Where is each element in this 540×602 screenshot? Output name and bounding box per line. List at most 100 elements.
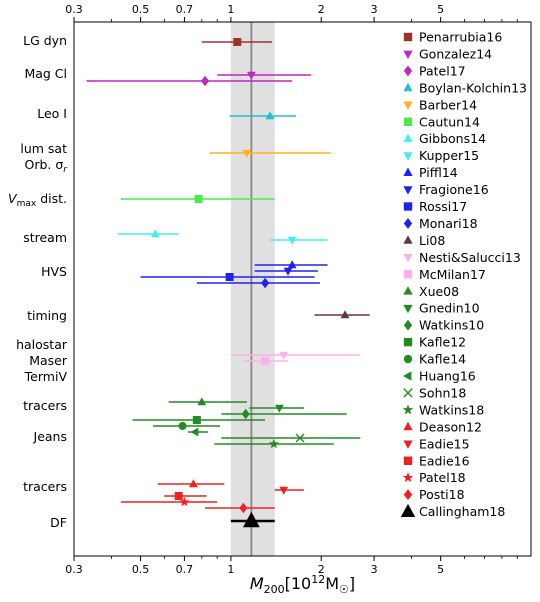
legend-marker-nesti-salucci13 xyxy=(403,253,413,263)
legend-entry-li08: Li08 xyxy=(403,233,445,248)
point-barber14 xyxy=(242,149,252,158)
row-label-timing: timing xyxy=(27,308,67,323)
legend-label-eadie16: Eadie16 xyxy=(419,453,470,468)
row-label-leo-i: Leo I xyxy=(37,106,67,121)
legend-marker-barber14 xyxy=(403,101,413,110)
point-kupper15 xyxy=(287,236,297,245)
legend-marker-deason12 xyxy=(403,421,413,431)
series-penarrubia16 xyxy=(201,38,272,46)
legend-entry-kafle12: Kafle12 xyxy=(403,335,466,350)
legend-entry-gnedin10: Gnedin10 xyxy=(403,301,480,316)
series-posti18 xyxy=(205,502,275,514)
point-piffl14 xyxy=(287,260,297,269)
x-tick-label-bottom: 3 xyxy=(371,563,378,576)
legend-marker-boylan-kolchin13 xyxy=(403,82,413,92)
series-fragione16 xyxy=(254,267,318,276)
legend-entry-barber14: Barber14 xyxy=(403,97,477,112)
legend-label-gonzalez14: Gonzalez14 xyxy=(419,46,492,61)
legend-label-piffl14: Piffl14 xyxy=(419,165,458,180)
legend-marker-callingham18 xyxy=(400,503,416,517)
legend-label-kupper15: Kupper15 xyxy=(419,148,479,163)
point-mcmilan17 xyxy=(261,357,270,365)
legend-marker-watkins18 xyxy=(402,404,414,415)
point-rossi17 xyxy=(225,273,234,281)
row-label-mag-cl: Mag Cl xyxy=(24,66,67,81)
legend-marker-cautun14 xyxy=(403,117,413,126)
legend-entry-sohn18: Sohn18 xyxy=(403,385,466,400)
x-tick-label-top: 3 xyxy=(371,3,378,16)
row-label-halostar: halostar xyxy=(16,337,68,352)
point-patel18 xyxy=(179,496,190,507)
point-eadie15 xyxy=(279,486,289,495)
series-piffl14 xyxy=(254,260,328,269)
legend-entry-huang16: Huang16 xyxy=(402,369,476,384)
point-huang16 xyxy=(190,427,199,437)
series-deason12 xyxy=(157,479,225,488)
point-monari18 xyxy=(261,277,270,289)
legend-marker-patel17 xyxy=(403,65,413,77)
series-watkins18 xyxy=(214,438,334,449)
legend-entry-kupper15: Kupper15 xyxy=(403,148,479,163)
legend-label-gnedin10: Gnedin10 xyxy=(419,301,480,316)
legend-label-callingham18: Callingham18 xyxy=(419,504,505,519)
row-label-jeans: Jeans xyxy=(33,429,67,444)
legend-label-penarrubia16: Penarrubia16 xyxy=(419,30,502,45)
legend-entry-posti18: Posti18 xyxy=(403,487,465,502)
x-tick-label-bottom: 0.5 xyxy=(132,563,150,576)
x-tick-label-top: 1 xyxy=(227,3,234,16)
legend-marker-patel18 xyxy=(402,472,414,483)
legend-label-xue08: Xue08 xyxy=(419,284,459,299)
point-nesti-salucci13 xyxy=(279,351,289,360)
legend-marker-eadie16 xyxy=(403,456,413,465)
legend-marker-gnedin10 xyxy=(403,304,413,314)
point-posti18 xyxy=(239,502,248,514)
legend-marker-kafle14 xyxy=(403,354,413,364)
series-mcmilan17 xyxy=(243,357,289,365)
series-gonzalez14 xyxy=(217,71,312,80)
legend-marker-kafle12 xyxy=(403,337,413,347)
point-boylan-kolchin13 xyxy=(265,111,275,120)
series-cautun14 xyxy=(120,195,275,203)
x-tick-label-top: 0.3 xyxy=(65,3,83,16)
point-gnedin10 xyxy=(274,404,284,413)
row-label-termiv: TermiV xyxy=(24,369,68,384)
legend-entry-xue08: Xue08 xyxy=(403,284,459,299)
series-barber14 xyxy=(209,149,331,158)
legend-entry-fragione16: Fragione16 xyxy=(403,182,489,197)
point-sohn18 xyxy=(295,433,305,443)
x-tick-label-bottom: 0.7 xyxy=(176,563,194,576)
point-watkins18 xyxy=(268,438,279,449)
legend-marker-monari18 xyxy=(403,217,413,229)
legend-marker-kupper15 xyxy=(403,152,413,161)
legend-entry-gibbons14: Gibbons14 xyxy=(403,131,486,146)
x-tick-label-bottom: 0.3 xyxy=(65,563,83,576)
series-callingham18 xyxy=(230,511,275,528)
legend-label-watkins10: Watkins10 xyxy=(419,318,484,333)
point-xue08 xyxy=(197,397,207,406)
legend-entry-rossi17: Rossi17 xyxy=(403,199,467,214)
point-callingham18 xyxy=(242,511,260,528)
x-tick-label-bottom: 5 xyxy=(437,563,444,576)
legend-marker-huang16 xyxy=(402,371,412,381)
series-li08 xyxy=(314,310,370,319)
series-gnedin10 xyxy=(249,404,304,413)
legend-entry-deason12: Deason12 xyxy=(403,419,482,434)
row-label-stream: stream xyxy=(23,230,67,245)
legend-label-barber14: Barber14 xyxy=(419,97,477,112)
series-eadie16 xyxy=(164,492,207,500)
row-label-vmax-dist: Vmax dist. xyxy=(8,191,67,209)
legend-entry-eadie16: Eadie16 xyxy=(403,453,470,468)
legend-marker-xue08 xyxy=(403,286,413,295)
series-kafle14 xyxy=(152,422,221,430)
legend-label-kafle14: Kafle14 xyxy=(419,352,466,367)
legend-entry-patel17: Patel17 xyxy=(403,63,466,78)
point-kafle14 xyxy=(178,422,187,430)
legend-entry-gonzalez14: Gonzalez14 xyxy=(403,46,492,61)
legend-marker-gibbons14 xyxy=(403,133,413,143)
legend-label-mcmilan17: McMilan17 xyxy=(419,267,486,282)
point-li08 xyxy=(340,310,350,319)
data-series-layer xyxy=(86,38,370,528)
axis-ticks: 0.3 0.3 0.5 0.5 0.7 0.7 1 1 2 2 3 3 5 5 xyxy=(65,3,518,576)
